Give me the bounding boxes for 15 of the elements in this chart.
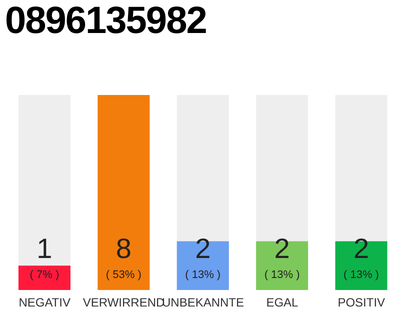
- x-tick-label: EGAL: [266, 296, 299, 310]
- data-label: 2: [195, 233, 211, 264]
- annotation: ( 53% ): [106, 269, 142, 281]
- data-label: 2: [353, 233, 370, 264]
- annotation: ( 13% ): [264, 269, 300, 281]
- data-label: 2: [274, 233, 290, 264]
- annotation: ( 13% ): [344, 269, 379, 281]
- x-tick-label: UNBEKANNTE: [162, 296, 244, 310]
- annotation: ( 7% ): [30, 269, 60, 281]
- annotation: ( 13% ): [185, 269, 221, 281]
- chart-title: 0896135982: [5, 0, 206, 43]
- x-tick-label: POSITIV: [338, 296, 386, 310]
- data-label: 1: [36, 233, 52, 264]
- x-tick-label: NEGATIV: [18, 296, 70, 310]
- data-label: 8: [116, 233, 132, 264]
